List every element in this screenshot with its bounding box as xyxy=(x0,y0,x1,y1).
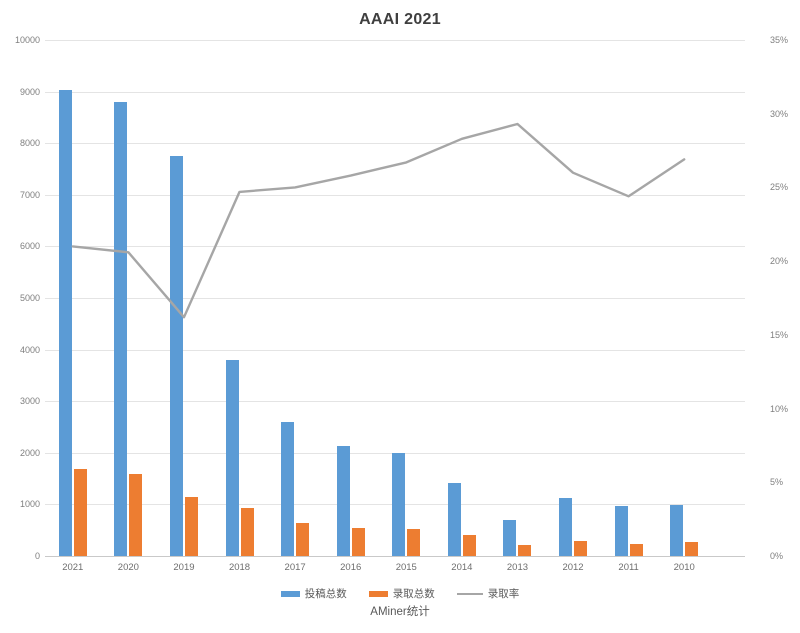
bar-accepted-2018 xyxy=(240,507,254,556)
bar-accepted-2013 xyxy=(518,545,532,556)
bar-accepted-2021 xyxy=(73,468,87,556)
x-axis-label: 2013 xyxy=(506,562,529,573)
bar-submissions-2020 xyxy=(114,101,128,556)
x-axis-label: 2016 xyxy=(340,562,362,573)
x-axis-label: 2011 xyxy=(618,562,639,573)
gridline xyxy=(45,349,745,351)
y-axis-label-right: 20% xyxy=(770,256,789,267)
y-axis-label-left: 0 xyxy=(34,551,40,561)
gridline xyxy=(45,246,745,248)
x-axis-label: 2010 xyxy=(673,562,695,573)
bar-accepted-2010 xyxy=(685,542,699,556)
bar-submissions-2018 xyxy=(225,359,239,556)
bar-submissions-2011 xyxy=(614,505,628,556)
y-axis-label-right: 35% xyxy=(770,35,789,45)
legend: 投稿总数 录取总数 录取率 xyxy=(0,586,800,601)
x-axis-label: 2017 xyxy=(284,562,306,573)
bar-accepted-2017 xyxy=(296,523,310,556)
legend-swatch-accepted xyxy=(368,590,388,597)
y-axis-label-right: 15% xyxy=(770,329,789,340)
gridline xyxy=(45,401,745,403)
y-axis-label-right: 5% xyxy=(770,477,784,488)
y-axis-label-right: 25% xyxy=(770,182,789,193)
y-axis-label-left: 2000 xyxy=(19,447,40,458)
bar-submissions-2021 xyxy=(58,89,72,556)
x-axis-label: 2021 xyxy=(62,562,84,573)
bar-accepted-2016 xyxy=(351,527,365,556)
gridline xyxy=(45,40,745,41)
legend-item-rate: 录取率 xyxy=(456,586,520,601)
legend-item-submissions: 投稿总数 xyxy=(280,586,347,601)
footer-caption: AMiner统计 xyxy=(370,606,430,618)
y-axis-label-left: 3000 xyxy=(19,396,40,407)
x-axis-label: 2012 xyxy=(562,562,584,573)
bar-accepted-2014 xyxy=(462,535,476,556)
legend-swatch-rate-line xyxy=(456,592,483,595)
bar-submissions-2013 xyxy=(503,519,517,556)
y-axis-label-right: 0% xyxy=(770,551,784,561)
bar-accepted-2012 xyxy=(574,540,588,556)
y-axis-label-left: 9000 xyxy=(19,86,40,97)
y-axis-label-left: 7000 xyxy=(19,189,40,200)
bar-submissions-2010 xyxy=(670,505,684,556)
bar-submissions-2015 xyxy=(392,453,406,556)
bar-accepted-2020 xyxy=(129,473,143,556)
rate-polyline xyxy=(71,122,686,319)
chart-title: AAAI 2021 xyxy=(359,11,441,28)
y-axis-label-left: 5000 xyxy=(19,293,40,303)
x-axis-label: 2015 xyxy=(395,562,417,573)
gridline xyxy=(45,143,745,145)
bar-accepted-2015 xyxy=(407,528,421,556)
legend-item-accepted: 录取总数 xyxy=(368,586,435,601)
gridline xyxy=(45,194,745,196)
bar-submissions-2019 xyxy=(169,156,183,556)
x-axis-label: 2014 xyxy=(451,562,473,573)
bar-accepted-2011 xyxy=(629,543,643,556)
legend-label-submissions: 投稿总数 xyxy=(304,588,347,600)
y-axis-label-left: 4000 xyxy=(19,344,40,355)
y-axis-label-right: 10% xyxy=(770,403,789,414)
gridline xyxy=(45,91,745,93)
bar-submissions-2017 xyxy=(281,422,295,556)
x-axis-label: 2020 xyxy=(117,562,139,573)
bar-submissions-2016 xyxy=(336,445,350,556)
bar-submissions-2014 xyxy=(447,483,461,556)
y-axis-label-right: 30% xyxy=(770,108,789,119)
x-axis-label: 2019 xyxy=(173,562,195,573)
legend-swatch-submissions xyxy=(280,590,300,597)
y-axis-label-left: 1000 xyxy=(19,499,40,510)
y-axis-label-left: 6000 xyxy=(19,241,40,252)
y-axis-label-left: 8000 xyxy=(19,138,40,149)
legend-label-accepted: 录取总数 xyxy=(392,588,435,600)
legend-label-rate: 录取率 xyxy=(487,588,520,600)
bar-accepted-2019 xyxy=(184,496,198,556)
y-axis-label-left: 10000 xyxy=(14,35,40,45)
x-axis-label: 2018 xyxy=(228,562,251,573)
x-axis-line xyxy=(45,556,745,557)
gridline xyxy=(45,298,745,299)
bar-submissions-2012 xyxy=(559,497,573,556)
